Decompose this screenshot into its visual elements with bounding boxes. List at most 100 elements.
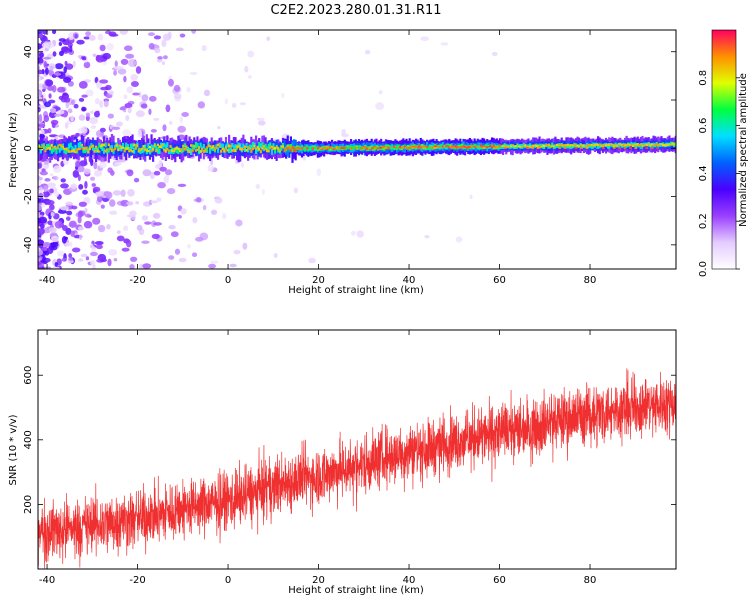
spectrum-cell (293, 187, 299, 194)
ridge-core-cell (362, 147, 366, 149)
spectrum-cell (273, 252, 278, 258)
spectrum-cell (44, 266, 52, 269)
ridge-cell (144, 148, 147, 151)
ridge-core-cell (601, 147, 605, 149)
ridge-cell (166, 148, 169, 151)
ridge-cell (264, 143, 267, 150)
ridge-cell (140, 147, 144, 154)
ridge-core-cell (466, 147, 470, 149)
ridge-cell (229, 144, 232, 148)
ridge-cell (631, 142, 635, 147)
spectrum-cell (135, 201, 140, 205)
spectrum-cell (455, 236, 463, 243)
ridge-cell (216, 143, 220, 146)
ridge-cell (502, 145, 505, 147)
spectrum-cell (162, 124, 167, 132)
ridge-cell (267, 150, 270, 153)
spectrum-cell (64, 60, 68, 66)
ridge-core-cell (428, 147, 432, 149)
ridge-cell (316, 147, 319, 150)
ridge-cell (258, 141, 261, 148)
ridge-cell (646, 143, 649, 146)
ridge-cell (216, 147, 220, 153)
ridge-cell (120, 146, 123, 150)
x-tick-label: -40 (39, 575, 55, 586)
ridge-cell (159, 142, 163, 149)
ridge-cell (483, 145, 486, 148)
spectrum-cell (100, 156, 106, 164)
ridge-cell (239, 143, 242, 148)
ridge-cell (133, 147, 136, 154)
spectrum-cell (58, 41, 63, 47)
ridge-cell (242, 143, 245, 148)
ridge-cell (490, 146, 494, 149)
spectrum-cell (195, 236, 204, 242)
spectrum-cell (141, 94, 149, 102)
spectrum-cell (77, 174, 81, 182)
ridge-cell (554, 144, 557, 147)
ridge-cell (229, 147, 232, 153)
spectrum-cell (281, 92, 285, 98)
ridge-cell (487, 146, 490, 149)
spectrum-cell (38, 127, 42, 131)
ridge-cell (318, 146, 321, 149)
ridge-cell (256, 145, 259, 152)
ridge-cell (589, 143, 592, 149)
x-tick-label: 60 (493, 275, 506, 286)
spectrum-cell (126, 86, 134, 94)
spectrum-cell (43, 185, 49, 192)
y-tick-label: 400 (23, 430, 34, 449)
ridge-cell (129, 149, 133, 152)
spectrum-cell (54, 190, 59, 197)
ridge-cell (194, 144, 197, 155)
ridge-cell (616, 145, 619, 147)
spectrum-cell (58, 50, 64, 57)
ridge-cell (126, 144, 129, 150)
ridge-cell (608, 143, 611, 147)
ridge-cell (133, 143, 136, 147)
ridge-cell (175, 147, 178, 154)
spectrum-cell (90, 125, 97, 130)
spectrum-cell (163, 55, 168, 60)
ridge-cell (270, 148, 274, 155)
spectrum-cell (44, 101, 52, 108)
spectrum-cell (50, 119, 59, 125)
spectrum-cell (233, 249, 241, 255)
y-tick-label: 40 (23, 45, 34, 58)
ridge-cell (240, 137, 243, 154)
ridge-cell (490, 144, 494, 148)
ridge-cell (254, 135, 258, 155)
ridge-cell (658, 143, 662, 146)
spectrum-cell (60, 178, 66, 183)
spectrum-cell (132, 92, 140, 96)
spectrum-cell (72, 60, 76, 68)
ridge-cell (471, 145, 475, 147)
ridge-cell (52, 146, 55, 149)
spectrum-cell (57, 86, 66, 93)
ridge-cell (83, 147, 87, 150)
ridge-cell (232, 145, 235, 151)
ridge-core-cell (536, 147, 540, 149)
ridge-cell (60, 144, 63, 148)
spectrum-cell (84, 207, 88, 213)
ridge-cell (555, 143, 559, 146)
spectrum-cell (107, 167, 113, 173)
spectrum-cell (239, 102, 247, 106)
spectrum-cell (153, 170, 161, 176)
spectrum-cell (62, 224, 68, 231)
ridge-cell (636, 143, 639, 147)
figure-title: C2E2.2023.280.01.31.R11 (270, 3, 441, 18)
ridge-cell (47, 146, 50, 150)
spectrum-cell (116, 158, 126, 163)
spectrum-cell (65, 63, 74, 70)
ridge-cell (240, 147, 243, 151)
spectrum-cell (168, 225, 176, 230)
spectrum-cell (82, 189, 88, 195)
ridge-cell (660, 143, 663, 145)
y-tick-label: -40 (23, 237, 34, 253)
ridge-cell (611, 143, 614, 148)
ridge-cell (112, 148, 115, 151)
spectrum-cell (222, 212, 227, 220)
colorbar-label: Normalized spectral amplitude (738, 73, 749, 227)
